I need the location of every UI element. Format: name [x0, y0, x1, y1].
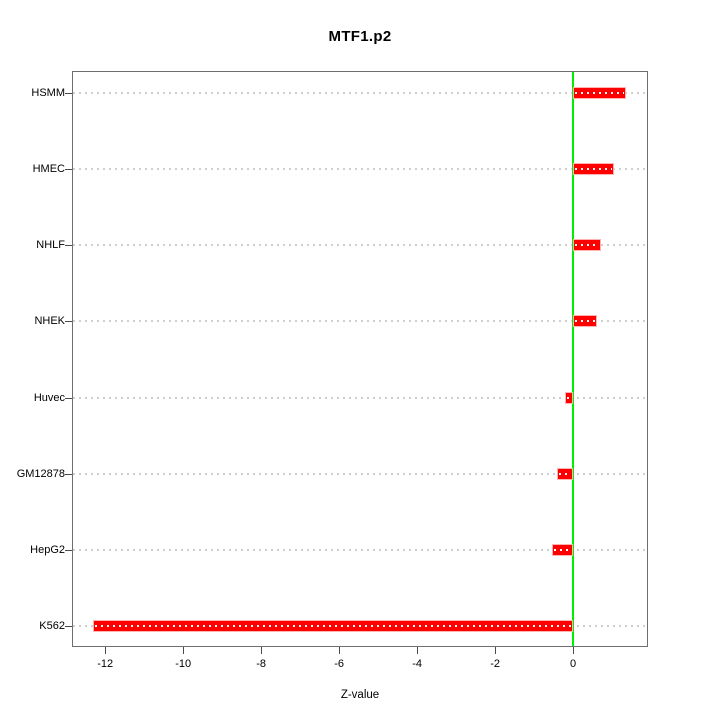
bar-center-dots [575, 92, 625, 94]
grid-line [73, 548, 647, 551]
zero-reference-line [572, 72, 575, 646]
x-axis-tick-label: -6 [334, 658, 345, 670]
bar-hepg2 [551, 543, 574, 556]
y-axis-tick [65, 321, 72, 323]
y-axis-label: NHEK [34, 315, 65, 328]
x-axis-tick-label: -10 [175, 658, 192, 670]
x-axis-tick [261, 647, 263, 654]
y-axis-tick [65, 93, 72, 94]
y-axis-label: HSMM [31, 87, 65, 99]
bar-nhek [573, 315, 598, 328]
x-axis-tick [417, 647, 419, 654]
plot-border-box [72, 71, 648, 647]
bar-gm12878 [556, 467, 574, 480]
grid-line [73, 396, 647, 399]
x-axis-tick [105, 647, 107, 654]
chart-title: MTF1.p2 [328, 28, 392, 45]
y-axis-tick [65, 626, 72, 627]
bar-center-dots [558, 472, 572, 475]
x-axis-tick [339, 647, 341, 654]
x-axis-tick [495, 647, 497, 654]
x-axis-tick-label: -12 [97, 658, 114, 670]
y-axis-tick [65, 473, 72, 475]
y-axis-label: K562 [39, 620, 65, 632]
grid-line [73, 168, 647, 171]
bar-hsmm [573, 87, 627, 99]
bar-hmec [573, 163, 615, 176]
bar-k562 [93, 620, 574, 632]
y-axis-label: Huvec [33, 391, 65, 404]
bar-huvec [564, 391, 574, 404]
x-axis-tick-label: -4 [412, 658, 423, 670]
y-axis-tick [65, 397, 72, 399]
grid-line [73, 92, 647, 94]
y-axis-label: GM12878 [16, 467, 65, 480]
y-axis-label: NHLF [36, 239, 65, 252]
bar-center-dots [575, 168, 613, 171]
bar-center-dots [575, 244, 600, 247]
x-axis-tick [183, 647, 185, 654]
x-axis-title: Z-value [340, 689, 380, 701]
bar-center-dots [566, 396, 572, 399]
y-axis-tick [65, 549, 72, 551]
grid-line [73, 244, 647, 247]
x-axis-tick [573, 647, 575, 654]
y-axis-label: HMEC [32, 163, 65, 176]
bar-center-dots [553, 548, 572, 551]
x-axis-tick-label: -8 [256, 658, 267, 670]
bar-center-dots [575, 320, 596, 323]
grid-line [73, 320, 647, 323]
grid-line [73, 472, 647, 475]
y-axis-tick [65, 169, 72, 171]
bar-center-dots [95, 625, 572, 627]
x-axis-tick-label: 0 [570, 658, 577, 670]
y-axis-tick [65, 245, 72, 247]
bar-nhlf [573, 239, 602, 252]
plot-area: HSMM HMEC NHLF NHEK Huvec GM12878 HepG2 K562 -12… [17, 71, 648, 670]
y-axis-label: HepG2 [30, 543, 65, 556]
x-axis-tick-label: -2 [490, 658, 501, 670]
